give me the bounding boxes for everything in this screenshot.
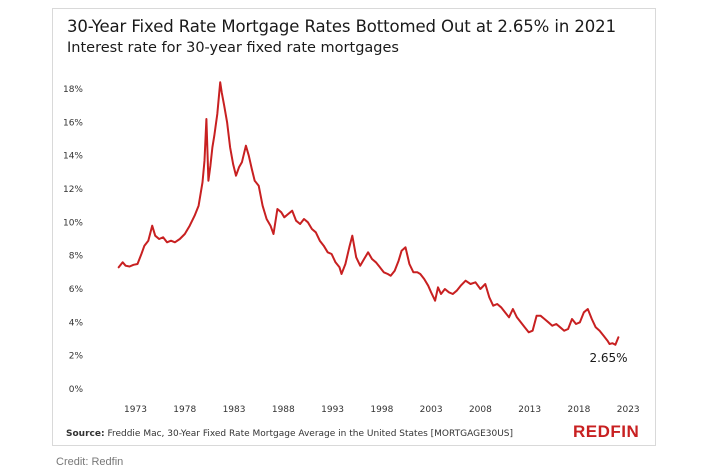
source-text: Freddie Mac, 30-Year Fixed Rate Mortgage… [107, 429, 514, 439]
source-label: Source: [66, 429, 105, 439]
chart-card: 30-Year Fixed Rate Mortgage Rates Bottom… [52, 8, 656, 446]
y-tick-label: 6% [69, 285, 84, 295]
series-line [117, 81, 620, 346]
x-tick-label: 1978 [173, 405, 196, 415]
source-note: Source: Freddie Mac, 30-Year Fixed Rate … [66, 429, 513, 439]
x-tick-label: 2023 [617, 405, 640, 415]
y-tick-label: 2% [69, 352, 84, 362]
y-tick-label: 8% [69, 252, 84, 262]
y-axis: 0% 2% 4% 6% 8% 10% 12% 14% 16% 18% [63, 85, 83, 395]
y-tick-label: 10% [63, 218, 83, 228]
line-chart: 0%2%4%6%8%10%12%14%16%18% 1973 1978 1983 19… [63, 81, 640, 415]
x-tick-label: 2008 [469, 405, 492, 415]
x-tick-label: 1998 [370, 405, 393, 415]
x-tick-label: 2013 [518, 405, 541, 415]
x-tick-label: 1983 [223, 405, 246, 415]
annotation-layer: 2.65% [589, 351, 627, 365]
chart-subtitle: Interest rate for 30-year fixed rate mor… [67, 40, 399, 56]
series-layer [117, 81, 620, 346]
x-tick-label: 1993 [321, 405, 344, 415]
image-credit: Credit: Redfin [56, 456, 124, 468]
y-tick-label: 14% [63, 152, 83, 162]
x-tick-label: 1988 [272, 405, 295, 415]
x-axis: 1973 1978 1983 1988 1993 1998 2003 2008 2013 2018… [124, 405, 640, 415]
y-tick-label: 16% [63, 118, 83, 128]
redfin-logo: REDFIN [573, 422, 640, 441]
y-tick-label: 18% [63, 85, 83, 95]
y-tick-label: 12% [63, 185, 83, 195]
x-tick-label: 1973 [124, 405, 147, 415]
x-tick-label: 2003 [420, 405, 443, 415]
y-tick-label: 0% [69, 385, 84, 395]
x-tick-label: 2018 [567, 405, 590, 415]
y-tick-label: 4% [69, 318, 84, 328]
annotation-label: 2.65% [589, 351, 627, 365]
chart-title: 30-Year Fixed Rate Mortgage Rates Bottom… [67, 17, 616, 36]
